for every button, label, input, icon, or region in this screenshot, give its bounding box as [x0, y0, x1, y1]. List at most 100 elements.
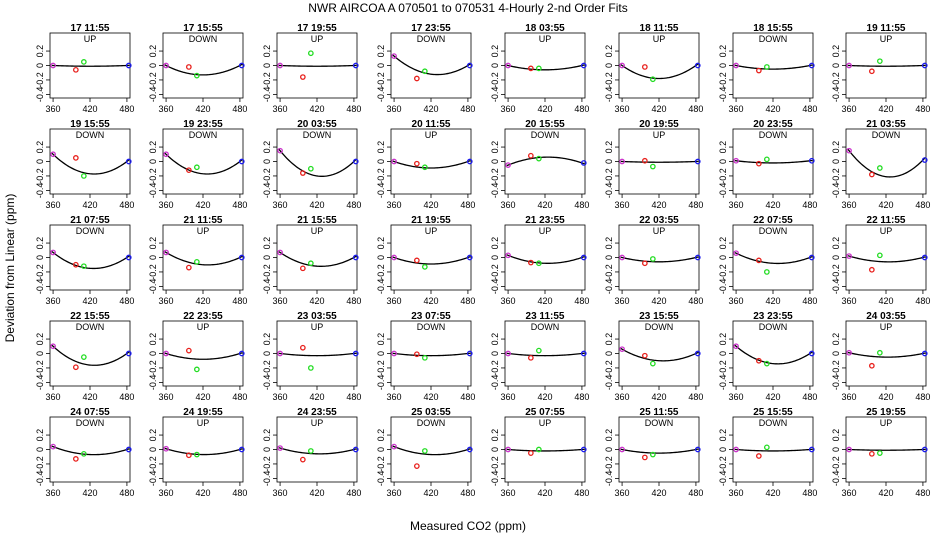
y-tick-label: -0.2 [831, 168, 841, 184]
point-blue [125, 62, 132, 69]
point-blue [580, 350, 587, 357]
y-tick-label: -0.2 [148, 168, 158, 184]
point-purple [50, 249, 56, 256]
chart-title: NWR AIRCOA A 070501 to 070531 4-Hourly 2… [308, 1, 628, 15]
y-tick-label: -0.4 [490, 87, 500, 103]
y-tick-label: 0 [604, 159, 614, 164]
x-tick-label: 360 [729, 200, 744, 210]
fit-curve [506, 448, 585, 452]
x-tick-label: 480 [915, 200, 930, 210]
y-tick-label: -0.2 [376, 360, 386, 376]
fit-curve [847, 448, 926, 451]
y-tick-label: 0.2 [35, 237, 45, 250]
x-tick-label: 420 [423, 296, 438, 306]
y-tick-label: 0.2 [35, 45, 45, 58]
point-green [307, 165, 314, 172]
panel-direction: UP [539, 418, 552, 428]
panel-time: 22 07:55 [753, 215, 793, 226]
fit-curve [506, 254, 585, 264]
y-tick-label: -0.2 [718, 456, 728, 472]
y-tick-label: 0.2 [376, 333, 386, 346]
x-tick-label: 420 [195, 200, 210, 210]
y-tick-label: 0 [376, 159, 386, 164]
x-tick-label: 420 [651, 200, 666, 210]
panel-direction: DOWN [759, 226, 788, 236]
y-tick-label: -0.2 [376, 264, 386, 280]
point-red [527, 152, 534, 159]
point-red [868, 68, 875, 75]
panel-direction: DOWN [759, 34, 788, 44]
panel-time: 25 15:55 [753, 407, 793, 418]
x-tick-label: 480 [802, 296, 817, 306]
point-red [185, 64, 192, 70]
point-purple [277, 350, 283, 357]
y-tick-label: -0.2 [718, 168, 728, 184]
x-tick-label: 420 [765, 104, 780, 114]
point-blue [125, 254, 132, 261]
point-blue [808, 254, 815, 261]
y-tick-label: 0.2 [831, 429, 841, 442]
x-tick-label: 420 [309, 200, 324, 210]
y-tick-label: -0.2 [604, 456, 614, 472]
y-tick-label: -0.2 [831, 456, 841, 472]
fit-curve [392, 54, 471, 76]
y-tick-label: 0 [262, 447, 272, 452]
x-tick-label: 480 [915, 488, 930, 498]
y-tick-label: -0.4 [35, 279, 45, 295]
panel-direction: DOWN [872, 130, 901, 140]
panel-time: 20 11:55 [412, 119, 451, 130]
fit-curve [164, 152, 243, 175]
point-red [72, 155, 79, 161]
point-green [80, 450, 87, 457]
y-tick-label: -0.2 [831, 72, 841, 88]
fit-curve [392, 255, 471, 265]
x-tick-label: 360 [387, 392, 402, 402]
fit-curve [164, 352, 243, 360]
point-purple [505, 162, 511, 168]
fit-curve [51, 250, 130, 270]
fit-curve [734, 448, 813, 452]
y-tick-label: -0.2 [831, 264, 841, 280]
panel-direction: DOWN [417, 34, 446, 44]
panel-direction: UP [311, 226, 324, 236]
y-tick-label: 0.2 [490, 333, 500, 346]
y-tick-label: 0 [376, 255, 386, 260]
panel-direction: DOWN [417, 322, 446, 332]
point-blue [694, 62, 701, 69]
x-tick-label: 480 [574, 200, 589, 210]
x-tick-label: 360 [842, 392, 857, 402]
x-tick-label: 360 [387, 488, 402, 498]
point-red [527, 450, 534, 456]
point-red [299, 456, 306, 463]
x-tick-label: 360 [729, 104, 744, 114]
y-tick-label: 0.2 [831, 141, 841, 154]
panel-direction: UP [653, 34, 666, 44]
point-green [80, 59, 87, 65]
point-blue [466, 158, 473, 165]
point-red [72, 261, 79, 268]
y-tick-label: 0 [718, 255, 728, 260]
point-purple [733, 250, 739, 257]
point-green [193, 366, 200, 373]
x-tick-label: 420 [195, 392, 210, 402]
y-tick-label: -0.4 [604, 87, 614, 103]
point-red [413, 257, 420, 264]
x-tick-label: 480 [688, 392, 703, 402]
x-tick-label: 420 [765, 392, 780, 402]
x-tick-label: 420 [309, 488, 324, 498]
y-tick-label: 0 [35, 255, 45, 260]
point-blue [580, 62, 587, 69]
y-tick-label: -0.4 [718, 279, 728, 295]
x-tick-label: 360 [46, 392, 61, 402]
point-red [641, 454, 648, 461]
